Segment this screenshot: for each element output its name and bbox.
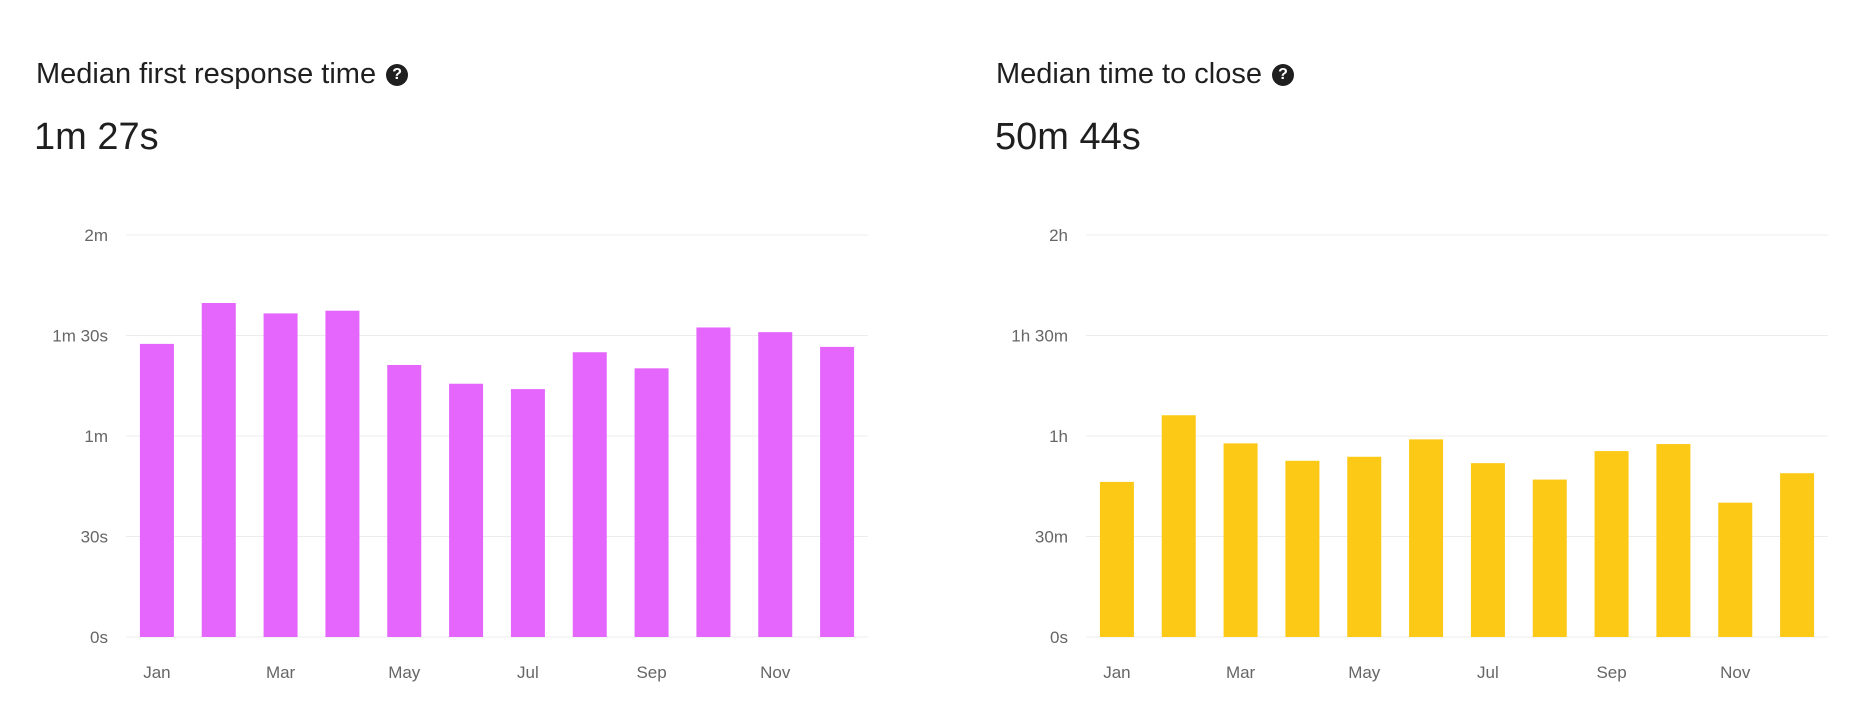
y-tick-label: 0s [1050,628,1068,647]
bar-mar [1223,443,1258,637]
first-response-panel: Median first response time ? 1m 27s 0s 30… [34,58,868,682]
x-tick-label: Jul [517,663,539,682]
bar-jan [139,343,174,637]
x-tick-label: Mar [266,663,296,682]
x-tick-label: Jan [143,663,170,682]
y-tick-label: 1m [84,427,108,446]
y-tick-label: 30s [81,528,108,547]
summary-value: 1m 27s [34,116,159,158]
bar-apr [325,310,360,637]
chart-title: Median first response time ? [36,58,409,91]
bar-may [387,364,422,637]
x-tick-label: Jan [1103,663,1130,682]
y-tick-label: 30m [1035,528,1068,547]
time-to-close-chart: 0s 30m 1h 1h 30m 2h Jan Mar May Jul Sep Nov [1011,226,1828,682]
bar-apr [1285,460,1320,637]
bar-mar [263,313,298,637]
x-tick-label: May [388,663,421,682]
bar-oct [696,327,731,637]
bar-sep [1594,451,1629,637]
question-circle-icon[interactable]: ? [1271,63,1294,86]
summary-value: 50m 44s [995,116,1141,158]
y-tick-label: 1h [1049,427,1068,446]
bar-jan [1099,481,1134,637]
bar-feb [201,303,236,637]
chart-title: Median time to close ? [996,58,1294,91]
bar-jun [449,383,484,637]
x-tick-label: Nov [1720,663,1751,682]
bar-jun [1409,439,1444,637]
bar-sep [634,368,669,637]
bar-feb [1161,415,1196,637]
bar-nov [758,332,793,637]
x-tick-label: Nov [760,663,791,682]
bar-nov [1718,502,1753,637]
y-tick-label: 2m [84,226,108,245]
first-response-chart: 0s 30s 1m 1m 30s 2m Jan Mar May Jul Sep Nov [52,226,868,682]
x-tick-label: Sep [1596,663,1626,682]
y-tick-label: 0s [90,628,108,647]
bar-may [1347,456,1382,637]
bar-oct [1656,444,1691,637]
x-tick-label: Sep [636,663,666,682]
bar-jul [1470,463,1505,637]
time-to-close-panel: Median time to close ? 50m 44s 0s 30m 1h 1h… [929,0,1858,728]
bar-jul [510,389,545,637]
x-tick-label: Mar [1226,663,1256,682]
chart-title-text: Median time to close [996,58,1262,90]
y-tick-label: 2h [1049,226,1068,245]
chart-title-text: Median first response time [36,58,377,90]
bar-dec [820,346,855,637]
bar-aug [572,352,607,637]
bar-aug [1532,479,1567,637]
x-tick-label: Jul [1477,663,1499,682]
x-tick-label: May [1348,663,1381,682]
question-circle-icon[interactable]: ? [386,63,409,86]
y-tick-label: 1h 30m [1011,327,1068,346]
y-tick-label: 1m 30s [52,327,108,346]
bar-dec [1780,473,1815,637]
